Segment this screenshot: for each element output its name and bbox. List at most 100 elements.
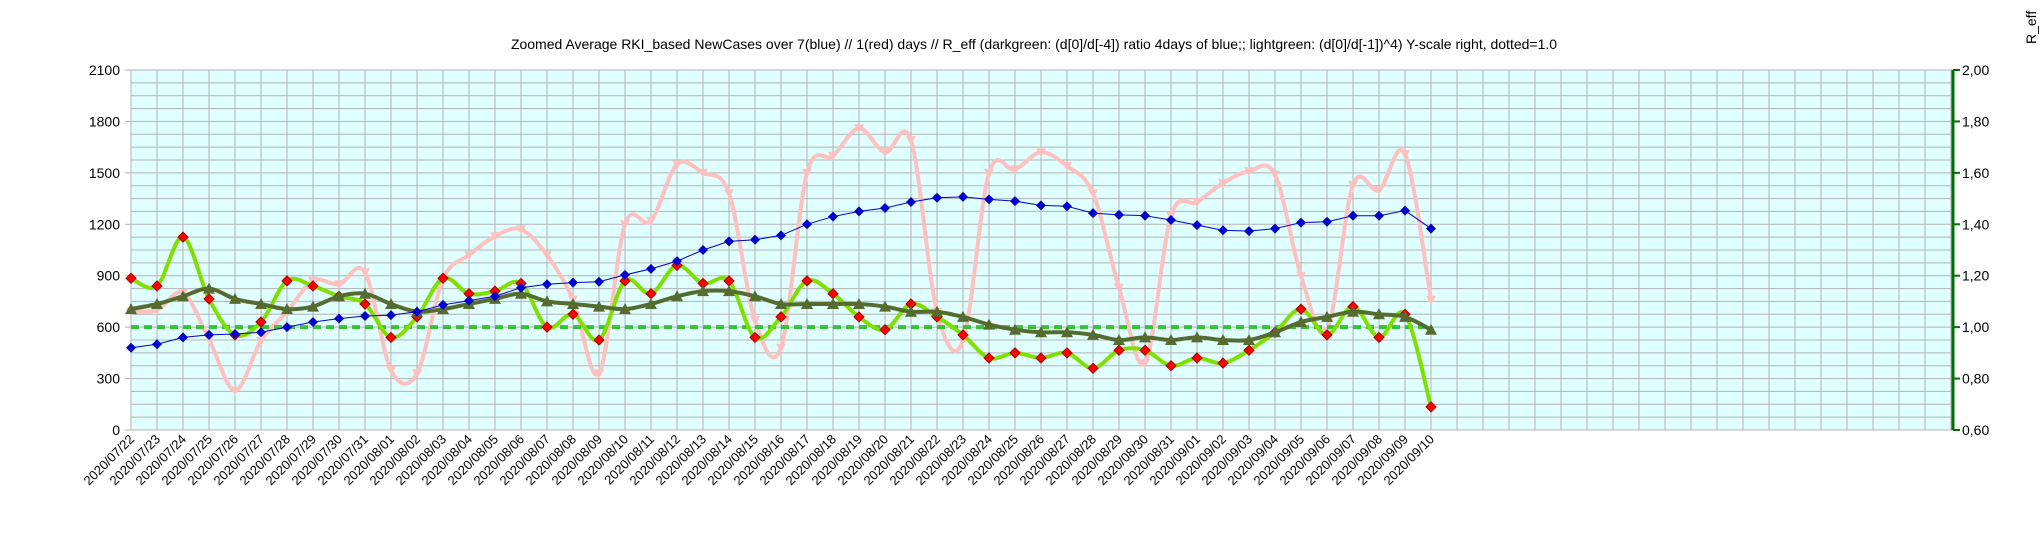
point-r-eff-lightgreen: [541, 321, 553, 333]
point-avg-7-day: [204, 329, 214, 340]
point-avg-7-day: [932, 192, 942, 203]
point-r-eff-darkgreen: [853, 298, 865, 309]
point-avg-7-day: [334, 313, 344, 324]
left-tick-label: 600: [97, 319, 121, 335]
point-avg-7-day: [1296, 217, 1306, 228]
right-tick-label: 1,40: [1962, 216, 1989, 232]
point-r-eff-darkgreen: [775, 298, 787, 309]
point-r-eff-lightgreen: [1061, 347, 1073, 359]
point-r-eff-lightgreen: [1217, 357, 1229, 369]
point-r-eff-lightgreen: [385, 331, 397, 344]
point-daily-cases: [1270, 170, 1280, 180]
point-r-eff-darkgreen: [1373, 308, 1385, 320]
point-avg-7-day: [178, 332, 188, 343]
point-r-eff-lightgreen: [1035, 352, 1047, 364]
point-r-eff-darkgreen: [1217, 334, 1229, 345]
point-daily-cases: [880, 148, 890, 158]
point-r-eff-darkgreen: [203, 282, 215, 294]
point-daily-cases: [1400, 150, 1410, 159]
left-tick-label: 1800: [89, 113, 120, 129]
point-avg-7-day: [646, 263, 656, 274]
point-r-eff-lightgreen: [619, 275, 631, 287]
left-tick-label: 900: [97, 268, 121, 284]
point-r-eff-lightgreen: [255, 316, 267, 328]
point-avg-7-day: [750, 234, 760, 245]
point-daily-cases: [1244, 167, 1254, 177]
right-tick-label: 1,20: [1962, 268, 1989, 284]
point-avg-7-day: [308, 317, 318, 327]
point-avg-7-day: [1244, 226, 1254, 237]
point-daily-cases: [698, 168, 708, 178]
point-daily-cases: [594, 369, 604, 379]
point-avg-7-day: [776, 230, 786, 241]
point-daily-cases: [1140, 359, 1150, 369]
point-r-eff-lightgreen: [957, 329, 969, 341]
point-daily-cases: [1296, 271, 1306, 281]
right-tick-label: 1,60: [1962, 165, 1989, 181]
point-r-eff-darkgreen: [905, 305, 917, 317]
point-avg-7-day: [1114, 209, 1124, 220]
point-avg-7-day: [672, 256, 682, 267]
point-avg-7-day: [594, 276, 604, 287]
point-daily-cases: [1192, 198, 1202, 207]
point-daily-cases: [672, 160, 682, 170]
point-r-eff-lightgreen: [879, 324, 891, 336]
point-daily-cases: [906, 136, 916, 146]
point-daily-cases: [334, 280, 344, 290]
point-daily-cases: [542, 251, 552, 261]
point-avg-7-day: [1140, 210, 1150, 221]
point-r-eff-darkgreen: [1061, 326, 1073, 338]
point-r-eff-darkgreen: [1087, 328, 1099, 340]
point-avg-7-day: [412, 306, 422, 317]
point-r-eff-darkgreen: [1035, 326, 1047, 338]
point-avg-7-day: [542, 279, 552, 290]
point-daily-cases: [620, 220, 630, 230]
left-tick-label: 300: [97, 371, 121, 387]
point-avg-7-day: [1322, 216, 1332, 227]
point-avg-7-day: [620, 269, 630, 280]
point-avg-7-day: [438, 299, 448, 310]
point-r-eff-lightgreen: [1009, 347, 1021, 359]
point-r-eff-darkgreen: [801, 298, 813, 309]
point-avg-7-day: [1192, 220, 1202, 231]
point-r-eff-darkgreen: [957, 310, 969, 322]
point-r-eff-lightgreen: [853, 311, 865, 323]
point-r-eff-darkgreen: [1009, 323, 1021, 335]
point-daily-cases: [828, 151, 838, 161]
point-r-eff-darkgreen: [151, 298, 163, 309]
point-daily-cases: [1088, 189, 1098, 199]
right-tick-label: 2,00: [1962, 62, 1989, 78]
point-avg-7-day: [1426, 223, 1436, 234]
point-r-eff-darkgreen: [749, 290, 761, 302]
point-r-eff-darkgreen: [385, 298, 397, 309]
point-daily-cases: [412, 369, 422, 379]
left-tick-label: 1200: [89, 216, 120, 232]
point-r-eff-darkgreen: [593, 300, 605, 312]
point-daily-cases: [1374, 186, 1384, 195]
point-daily-cases: [256, 336, 266, 346]
point-avg-7-day: [802, 219, 812, 230]
chart-title: Zoomed Average RKI_based NewCases over 7…: [511, 36, 1557, 52]
point-r-eff-darkgreen: [723, 285, 735, 297]
point-daily-cases: [490, 232, 500, 242]
point-r-eff-darkgreen: [1269, 326, 1281, 338]
point-r-eff-lightgreen: [437, 272, 449, 284]
point-daily-cases: [464, 251, 474, 261]
point-r-eff-darkgreen: [515, 287, 527, 299]
point-r-eff-darkgreen: [931, 305, 943, 317]
point-r-eff-lightgreen: [307, 280, 319, 292]
point-r-eff-darkgreen: [827, 298, 839, 309]
point-r-eff-lightgreen: [177, 231, 189, 243]
point-r-eff-lightgreen: [1113, 344, 1125, 356]
point-avg-7-day: [126, 342, 136, 353]
point-r-eff-lightgreen: [1243, 344, 1255, 356]
point-r-eff-lightgreen: [203, 293, 215, 305]
point-daily-cases: [360, 268, 370, 278]
point-avg-7-day: [1088, 208, 1098, 219]
point-daily-cases: [386, 366, 396, 375]
point-avg-7-day: [282, 322, 292, 333]
point-avg-7-day: [1036, 200, 1046, 211]
point-r-eff-darkgreen: [1347, 305, 1359, 317]
point-daily-cases: [1062, 162, 1072, 171]
point-avg-7-day: [906, 197, 916, 207]
